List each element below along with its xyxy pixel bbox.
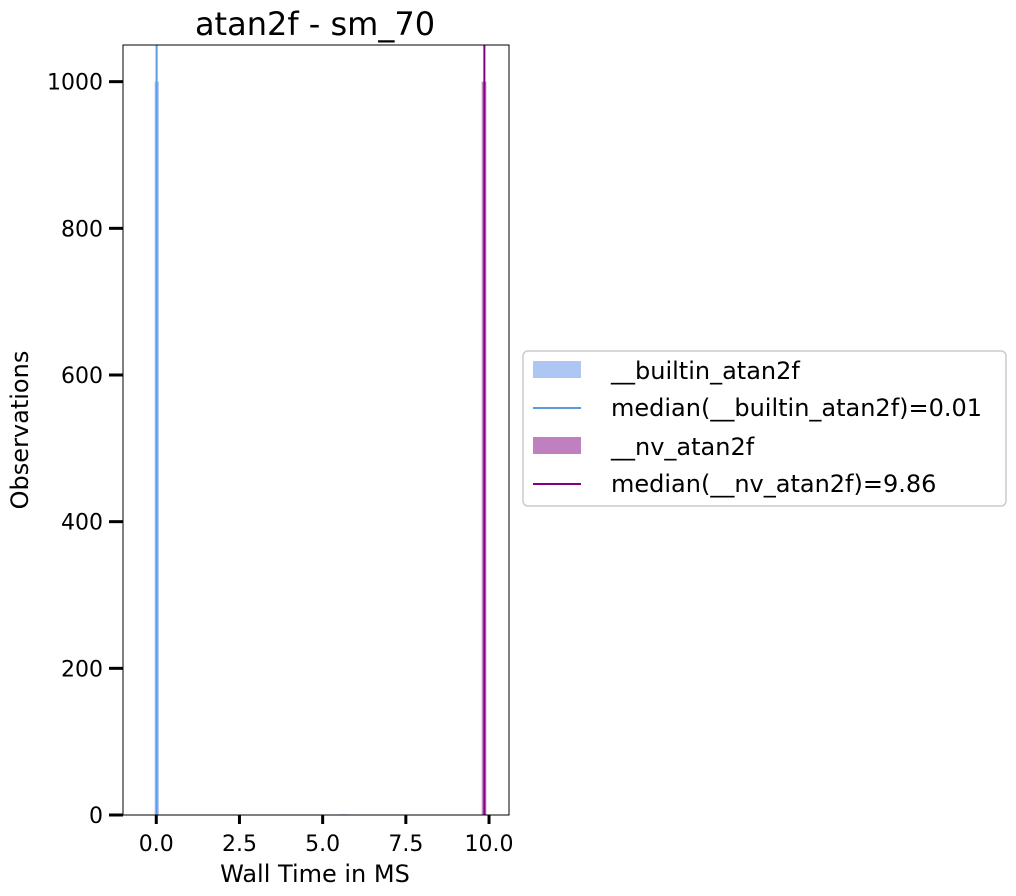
- y-tick-label-3: 600: [61, 364, 103, 389]
- legend-patch-builtin: [533, 361, 581, 378]
- x-axis: 0.0 2.5 5.0 7.5 10.0: [139, 815, 514, 857]
- plot-area: [154, 45, 487, 816]
- x-tick-label-1: 2.5: [222, 832, 257, 857]
- x-tick-label-0: 0.0: [139, 832, 174, 857]
- y-tick-label-1: 200: [61, 657, 103, 682]
- chart-title: atan2f - sm_70: [195, 5, 435, 43]
- legend-label-builtin: __builtin_atan2f: [610, 357, 800, 385]
- x-tick-label-4: 10.0: [465, 832, 514, 857]
- legend: __builtin_atan2f median(__builtin_atan2f…: [522, 350, 1007, 507]
- x-tick-label-2: 5.0: [305, 832, 340, 857]
- legend-label-nv: __nv_atan2f: [610, 433, 755, 461]
- y-axis-label: Observations: [6, 351, 34, 510]
- legend-label-nv-median: median(__nv_atan2f)=9.86: [611, 470, 936, 498]
- y-tick-label-4: 800: [61, 217, 103, 242]
- y-tick-label-2: 400: [61, 511, 103, 536]
- legend-label-builtin-median: median(__builtin_atan2f)=0.01: [611, 394, 982, 422]
- y-tick-label-5: 1000: [47, 71, 103, 96]
- legend-patch-nv: [533, 437, 581, 454]
- y-axis: 0 200 400 600 800 1000: [47, 71, 123, 829]
- plot-frame: [122, 44, 510, 816]
- legend-box: [522, 350, 1007, 507]
- y-tick-label-0: 0: [89, 804, 103, 829]
- x-tick-label-3: 7.5: [388, 832, 423, 857]
- x-axis-label: Wall Time in MS: [220, 860, 410, 888]
